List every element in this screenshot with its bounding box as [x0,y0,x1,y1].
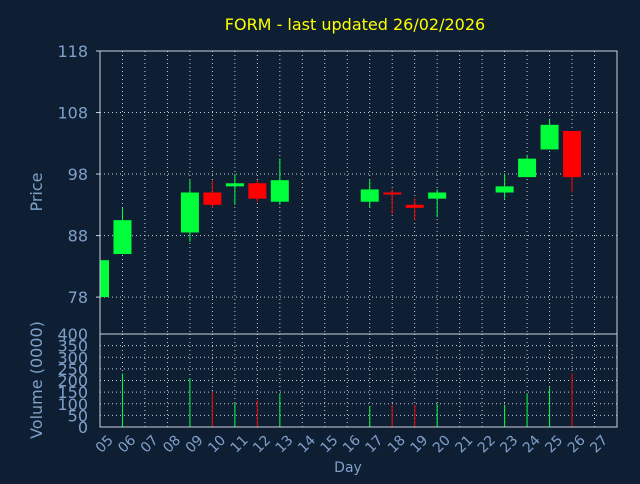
x-tick-label: 14 [295,432,319,456]
candle [518,155,537,178]
volume-axis-label: Volume (0000) [27,321,46,439]
x-tick-label: 21 [452,432,476,456]
candle-body [428,192,447,199]
candle [113,207,132,255]
volume-tick-label: 150 [57,383,88,402]
volume-tick-label: 250 [57,360,88,379]
candle-body [495,186,514,193]
x-tick-labels: 0506070809101112131415161718192021222324… [93,432,611,456]
volume-tick-label: 50 [68,406,88,425]
volume-bars [121,373,573,427]
candle-body [113,220,132,255]
candles [99,118,582,301]
x-tick-label: 16 [340,432,364,456]
candle-body [270,180,289,202]
volume-tick-label: 100 [57,395,88,414]
candle [495,174,514,199]
candle [225,174,244,205]
x-tick-label: 06 [115,432,139,456]
price-axis-label: Price [27,172,46,211]
candle-body [248,183,267,199]
x-tick-label: 12 [250,432,274,456]
x-tick-label: 08 [160,432,184,456]
candle [203,180,222,208]
price-grid [96,50,617,334]
candle [99,260,109,301]
x-tick-label: 10 [205,432,229,456]
volume-tick-label: 350 [57,337,88,356]
x-tick-label: 17 [363,432,387,456]
x-tick-label: 09 [183,432,207,456]
candle [270,158,289,205]
volume-tick-label: 0 [78,418,88,437]
price-tick-labels: 118 108 98 88 78 [57,42,88,307]
x-tick-label: 26 [565,432,589,456]
x-tick-label: 24 [520,432,544,456]
volume-tick-label: 400 [57,325,88,344]
price-tick-label: 108 [57,104,88,123]
price-tick-label: 78 [68,288,88,307]
candle [405,198,424,221]
volume-tick-label: 200 [57,372,88,391]
price-plot-frame [99,50,618,335]
candle-body [203,192,222,205]
x-tick-label: 07 [138,432,162,456]
price-tick-label: 88 [68,227,88,246]
x-tick-label: 25 [542,432,566,456]
candle-body [360,189,379,202]
candle [540,118,559,150]
volume-plot-frame [99,333,618,428]
candle-body [225,183,244,187]
candle-body [180,192,199,233]
candle-body [383,192,402,195]
x-tick-label: 22 [475,432,499,456]
x-tick-label: 23 [497,432,521,456]
x-tick-label: 19 [408,432,432,456]
plot-frames [99,50,618,428]
chart-title: FORM - last updated 26/02/2026 [225,15,485,34]
candle [180,180,199,242]
x-axis-label: Day [334,460,362,476]
candle-body [563,130,582,178]
price-tick-label: 98 [68,165,88,184]
x-tick-label: 05 [93,432,117,456]
candle-body [518,158,537,178]
candle [428,189,447,218]
x-tick-label: 11 [228,432,252,456]
candle-body [100,260,109,298]
candle [563,130,582,193]
x-tick-label: 15 [318,432,342,456]
x-tick-label: 18 [385,432,409,456]
candle [360,180,379,208]
volume-tick-label: 300 [57,348,88,367]
candle-body [540,124,559,150]
candle-body [405,204,424,208]
volume-grid [100,333,617,428]
x-tick-label: 27 [587,432,611,456]
candle [383,189,402,215]
candle [248,180,267,202]
price-tick-label: 118 [57,42,88,61]
x-tick-label: 13 [273,432,297,456]
x-tick-label: 20 [430,432,454,456]
